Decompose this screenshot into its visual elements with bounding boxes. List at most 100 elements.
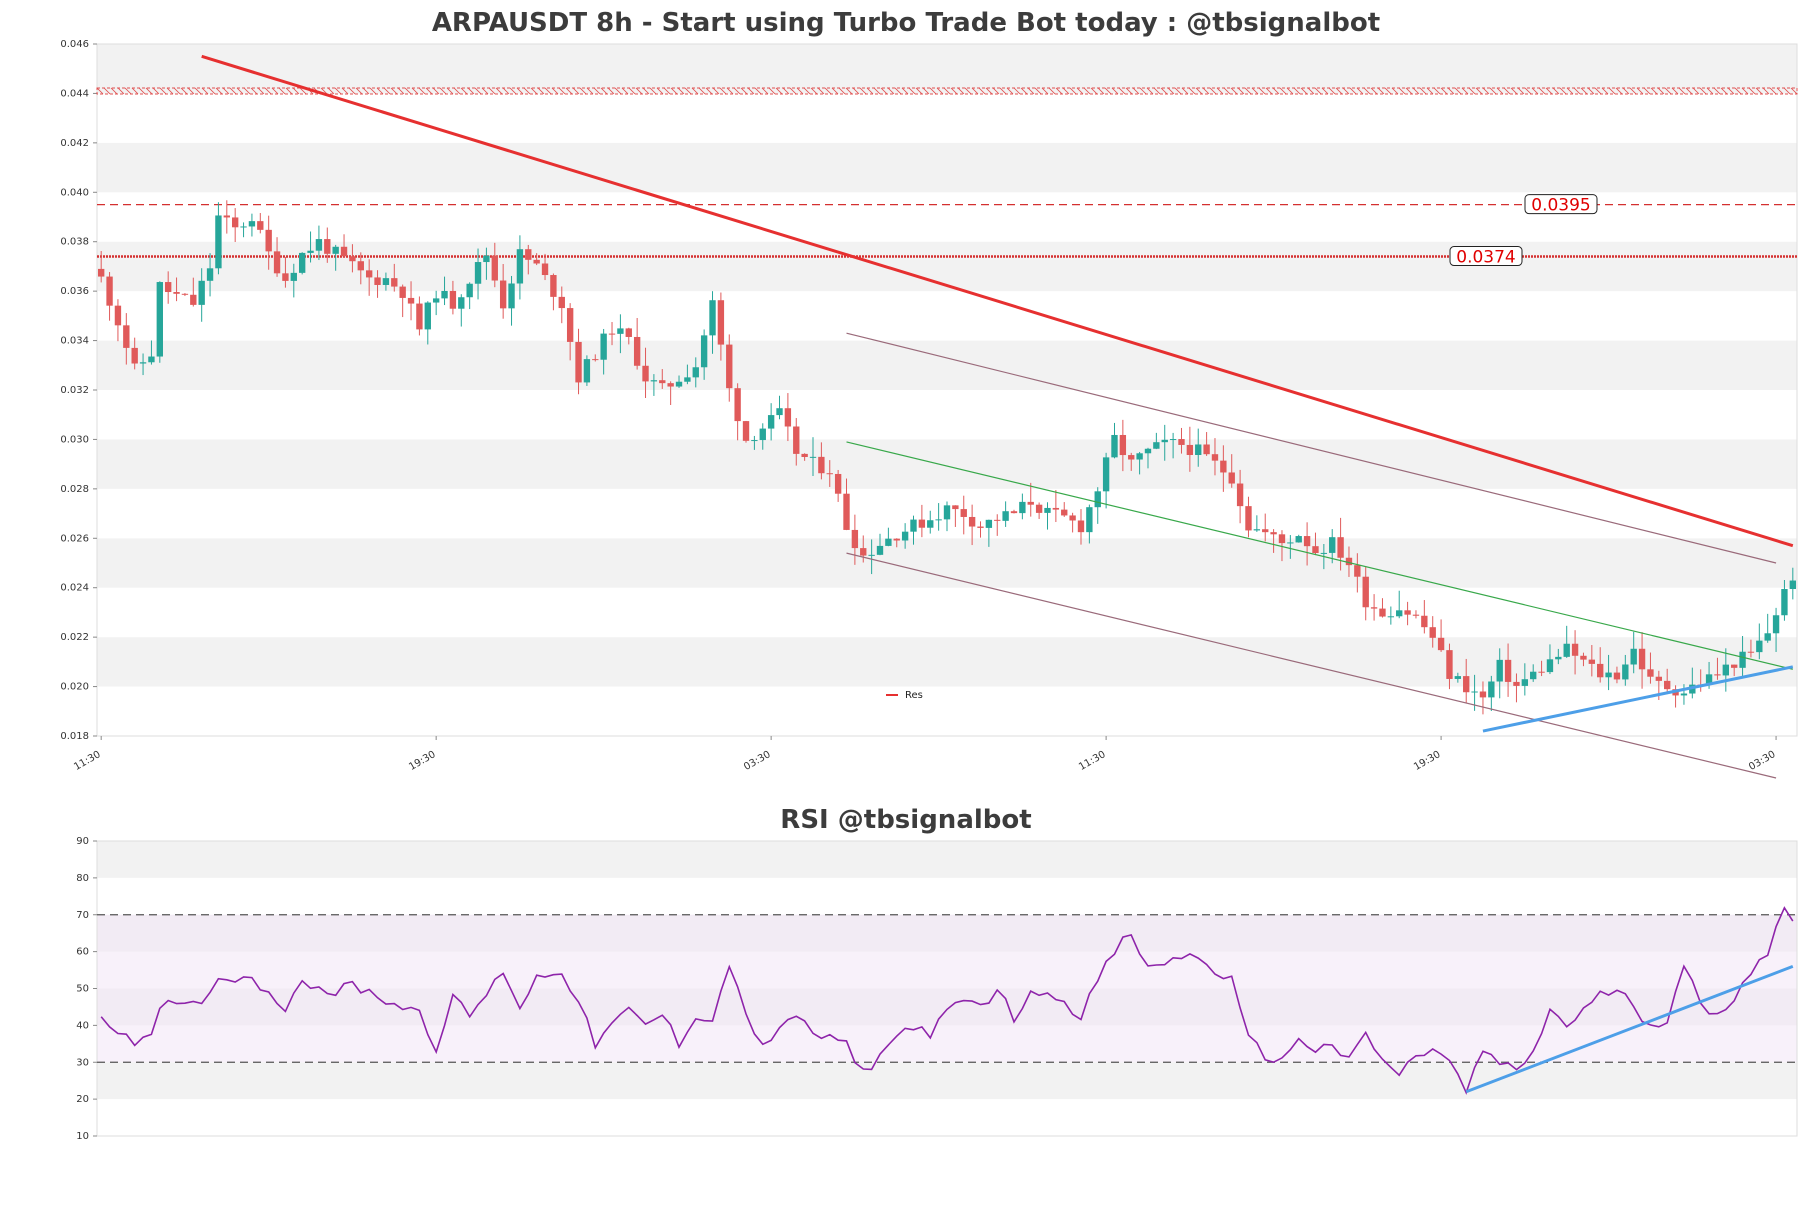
channel-trendline <box>846 332 1777 564</box>
price-grid-band <box>97 390 1797 440</box>
candle-body <box>1379 608 1386 617</box>
candle-body <box>1044 507 1051 513</box>
candle-body <box>1471 691 1478 693</box>
resistance-zone-hatch <box>1517 87 1525 95</box>
resistance-zone-hatch <box>775 87 783 95</box>
candle-body <box>466 283 473 298</box>
candle-body <box>910 519 917 532</box>
resistance-zone-hatch <box>1377 87 1385 95</box>
resistance-zone-hatch <box>1692 87 1700 95</box>
candle-body <box>985 519 993 528</box>
candle-body <box>1144 448 1152 454</box>
candle-body <box>1320 552 1328 554</box>
resistance-zone-hatch <box>1461 87 1469 95</box>
candle-body <box>165 282 172 293</box>
resistance-zone-hatch <box>1748 87 1756 95</box>
resistance-zone-hatch <box>1622 87 1630 95</box>
resistance-zone-hatch <box>761 87 769 95</box>
resistance-zone-hatch <box>320 87 328 95</box>
resistance-zone-hatch <box>1321 87 1329 95</box>
candle-body <box>935 519 942 521</box>
candle-body <box>1111 434 1118 458</box>
resistance-zone-hatch <box>1699 87 1707 95</box>
resistance-zone-hatch <box>1384 87 1392 95</box>
resistance-zone-hatch <box>1223 87 1231 95</box>
price-y-tick-label: 0.024 <box>60 583 89 594</box>
resistance-zone-hatch <box>1552 87 1560 95</box>
resistance-zone-hatch <box>649 87 657 95</box>
resistance-zone-hatch <box>558 87 566 95</box>
resistance-zone-hatch <box>369 87 377 95</box>
candle-body <box>357 261 364 271</box>
resistance-zone-hatch <box>586 87 594 95</box>
resistance-zone-hatch <box>964 87 972 95</box>
resistance-zone-hatch <box>754 87 762 95</box>
candle-body <box>1019 501 1026 514</box>
candle-body <box>1638 648 1646 670</box>
resistance-zone-hatch <box>1755 87 1763 95</box>
resistance-zone-hatch <box>1769 87 1777 95</box>
resistance-zone-hatch <box>481 87 489 95</box>
resistance-zone-hatch <box>803 87 811 95</box>
candle-body <box>1421 615 1428 628</box>
resistance-zone-hatch <box>600 87 608 95</box>
resistance-zone-hatch <box>1097 87 1105 95</box>
resistance-zone-hatch <box>376 87 384 95</box>
candle-body <box>759 428 766 441</box>
resistance-zone-hatch <box>1048 87 1056 95</box>
resistance-zone-hatch <box>733 87 741 95</box>
candle-body <box>700 335 708 368</box>
candle-body <box>123 325 130 348</box>
candle-body <box>1061 509 1068 516</box>
resistance-zone-hatch <box>1314 87 1322 95</box>
candle-body <box>106 276 113 306</box>
resistance-zone-hatch <box>1524 87 1532 95</box>
candle-body <box>1429 627 1436 638</box>
resistance-zone-hatch <box>495 87 503 95</box>
candle-body <box>901 531 909 541</box>
resistance-zone-hatch <box>236 87 244 95</box>
candle-body <box>818 456 825 474</box>
candle-body <box>98 268 105 277</box>
resistance-zone-hatch <box>1034 87 1042 95</box>
resistance-zone-hatch <box>1776 87 1784 95</box>
candle-body <box>1781 589 1788 616</box>
resistance-zone-hatch <box>425 87 433 95</box>
candle-body <box>1178 439 1185 445</box>
resistance-zone-hatch <box>1727 87 1735 95</box>
resistance-zone-hatch <box>1195 87 1203 95</box>
resistance-zone-hatch <box>1013 87 1021 95</box>
candle-body <box>776 408 783 416</box>
resistance-zone-hatch <box>1783 87 1791 95</box>
resistance-zone-hatch <box>1300 87 1308 95</box>
resistance-zone-hatch <box>712 87 720 95</box>
candle-body <box>491 255 498 281</box>
candle-body <box>499 280 507 309</box>
resistance-zone-hatch <box>460 87 468 95</box>
resistance-zone-hatch <box>628 87 636 95</box>
candle-body <box>726 344 733 389</box>
resistance-zone-hatch <box>663 87 671 95</box>
candle-body <box>625 328 632 337</box>
resistance-zone-hatch <box>1090 87 1098 95</box>
candle-body <box>148 356 155 363</box>
rsi-grid-band <box>97 1062 1797 1100</box>
candle-body <box>1236 483 1244 507</box>
resistance-zone-hatch <box>831 87 839 95</box>
resistance-zone-hatch <box>1272 87 1280 95</box>
rsi-chart-title: RSI @tbsignalbot <box>780 805 1031 835</box>
candle-body <box>1647 669 1654 677</box>
resistance-zone-hatch <box>1356 87 1364 95</box>
resistance-zone-hatch <box>607 87 615 95</box>
price-x-tick-label: 19:30 <box>407 749 437 773</box>
candle-body <box>1571 643 1579 656</box>
resistance-zone-hatch <box>1111 87 1119 95</box>
candle-body <box>1655 676 1663 681</box>
resistance-zone-hatch <box>145 87 153 95</box>
resistance-zone-hatch <box>1664 87 1672 95</box>
resistance-zone-hatch <box>1587 87 1595 95</box>
candle-body <box>709 300 716 336</box>
candle-body <box>608 333 616 335</box>
resistance-zone-hatch <box>1307 87 1315 95</box>
resistance-zone-hatch <box>621 87 629 95</box>
